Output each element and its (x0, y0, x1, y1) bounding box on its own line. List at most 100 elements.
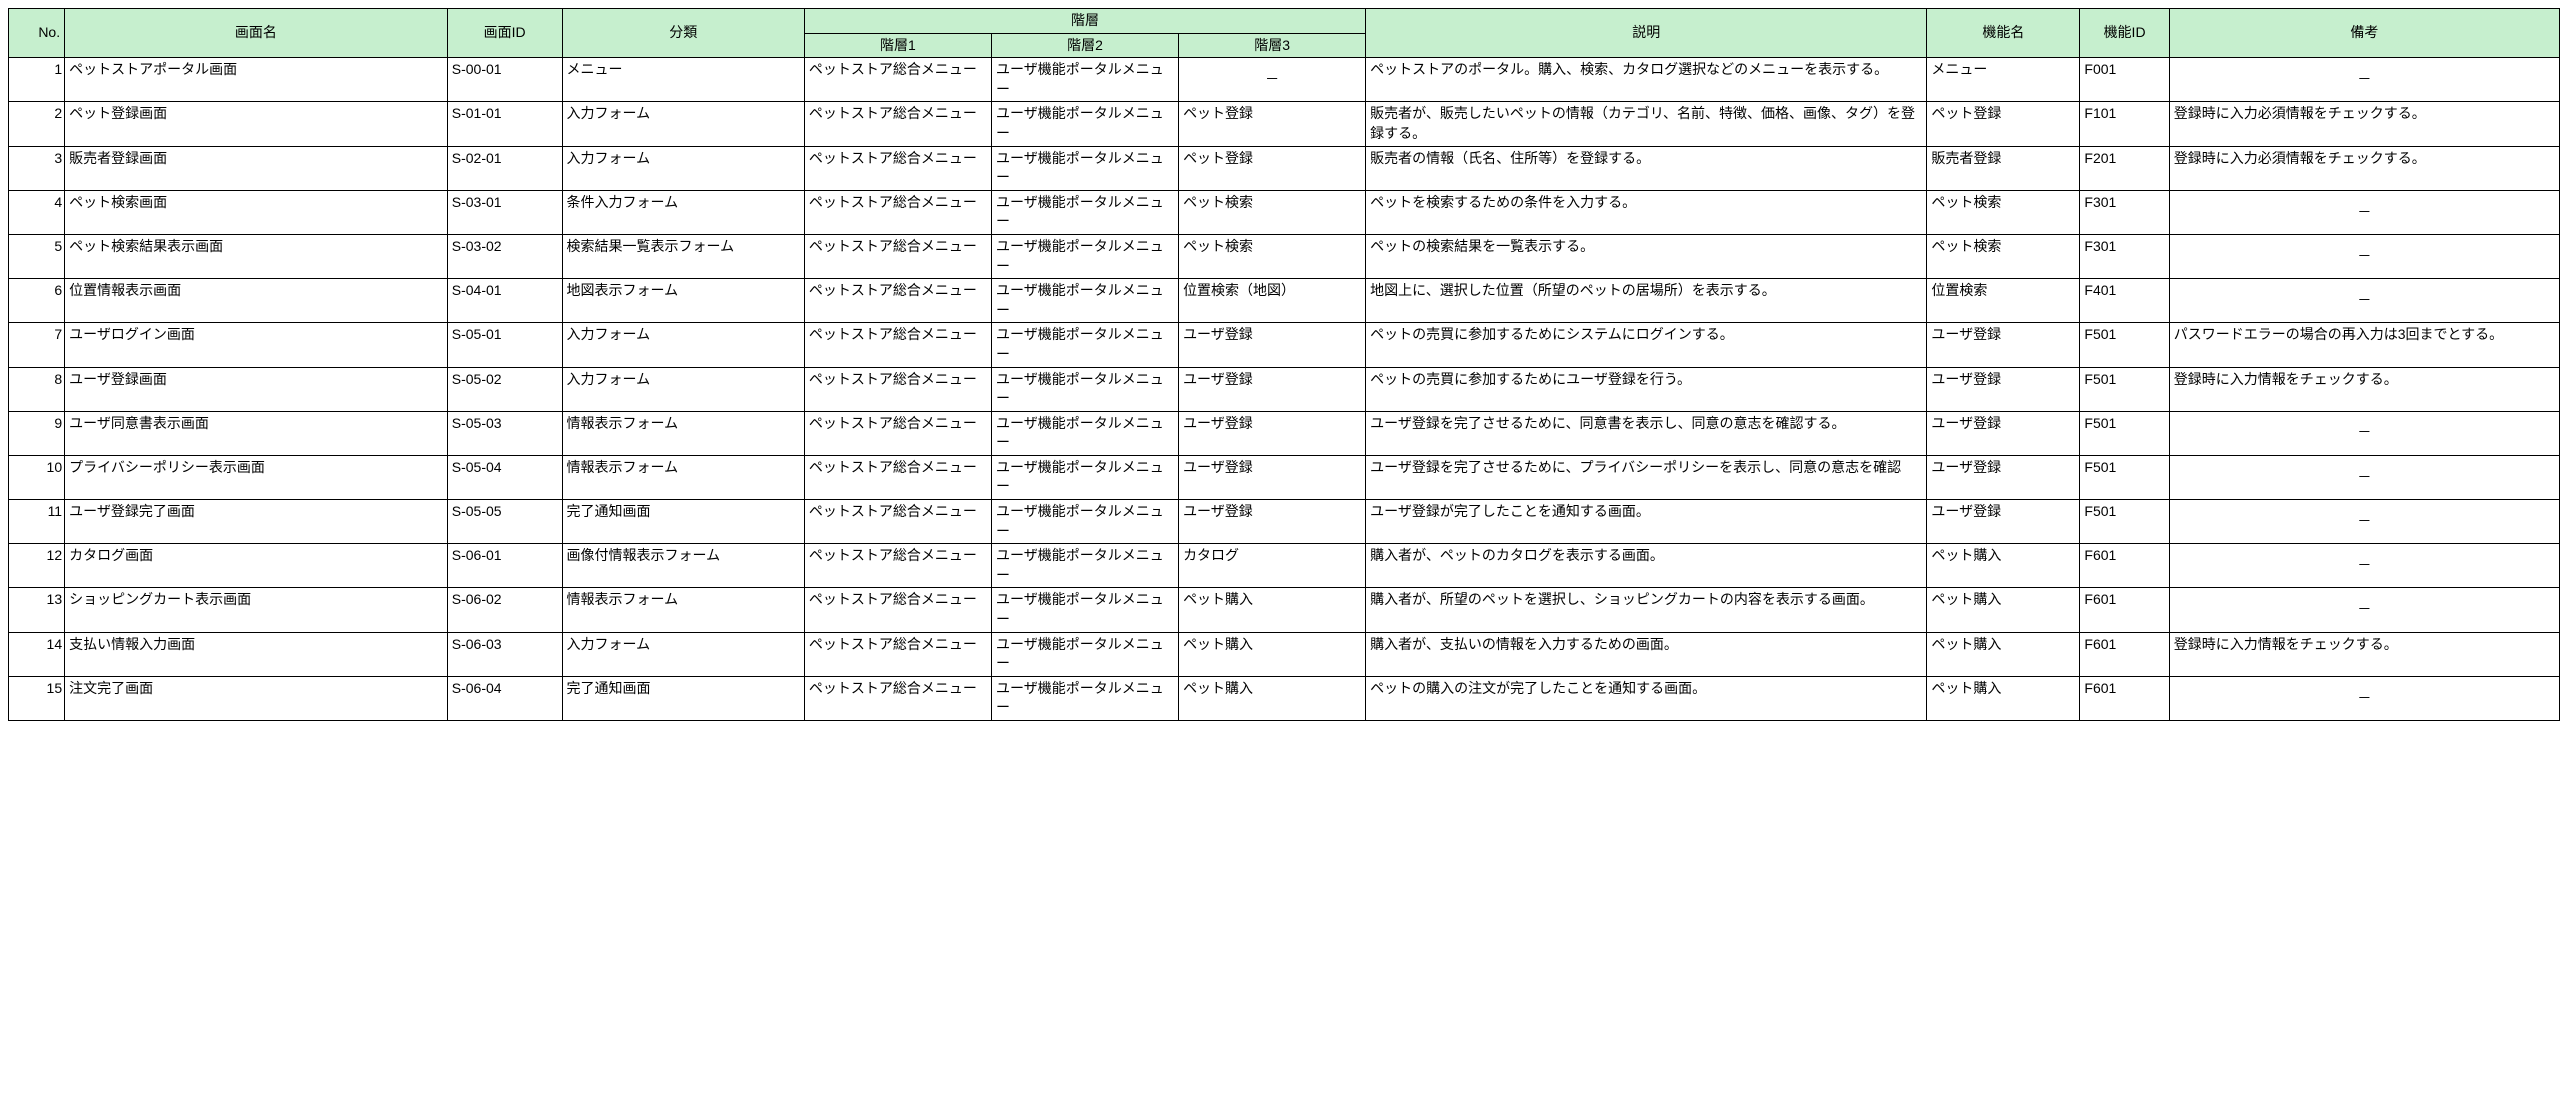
cell-no: 5 (9, 234, 65, 278)
cell-remarks: － (2169, 58, 2559, 102)
cell-description: ユーザ登録を完了させるために、プライバシーポリシーを表示し、同意の意志を確認 (1366, 455, 1927, 499)
cell-hierarchy3: カタログ (1179, 544, 1366, 588)
cell-no: 7 (9, 323, 65, 367)
cell-description: 購入者が、ペットのカタログを表示する画面。 (1366, 544, 1927, 588)
cell-remarks: 登録時に入力必須情報をチェックする。 (2169, 146, 2559, 190)
cell-screen-name: カタログ画面 (65, 544, 448, 588)
header-screen-id: 画面ID (447, 9, 562, 58)
cell-screen-id: S-01-01 (447, 102, 562, 146)
cell-screen-id: S-05-03 (447, 411, 562, 455)
cell-category: 地図表示フォーム (562, 279, 804, 323)
cell-screen-name: ショッピングカート表示画面 (65, 588, 448, 632)
cell-function-name: ユーザ登録 (1927, 455, 2080, 499)
cell-hierarchy3: ユーザ登録 (1179, 500, 1366, 544)
cell-no: 1 (9, 58, 65, 102)
cell-hierarchy1: ペットストア総合メニュー (804, 544, 991, 588)
cell-screen-id: S-06-01 (447, 544, 562, 588)
cell-function-id: F401 (2080, 279, 2169, 323)
cell-function-name: ユーザ登録 (1927, 367, 2080, 411)
cell-screen-id: S-05-02 (447, 367, 562, 411)
cell-category: 入力フォーム (562, 146, 804, 190)
cell-description: ペットの売買に参加するためにシステムにログインする。 (1366, 323, 1927, 367)
cell-hierarchy3: ペット検索 (1179, 190, 1366, 234)
cell-function-id: F501 (2080, 500, 2169, 544)
table-row: 11ユーザ登録完了画面S-05-05完了通知画面ペットストア総合メニューユーザ機… (9, 500, 2560, 544)
screen-list-table: No. 画面名 画面ID 分類 階層 説明 機能名 機能ID 備考 階層1 階層… (8, 8, 2560, 721)
cell-category: 完了通知画面 (562, 500, 804, 544)
header-hierarchy2: 階層2 (991, 33, 1178, 58)
cell-hierarchy2: ユーザ機能ポータルメニュー (991, 58, 1178, 102)
cell-screen-name: ユーザ登録完了画面 (65, 500, 448, 544)
cell-no: 15 (9, 676, 65, 720)
header-screen-name: 画面名 (65, 9, 448, 58)
table-row: 12カタログ画面S-06-01画像付情報表示フォームペットストア総合メニューユー… (9, 544, 2560, 588)
cell-hierarchy2: ユーザ機能ポータルメニュー (991, 500, 1178, 544)
cell-description: ペットの購入の注文が完了したことを通知する画面。 (1366, 676, 1927, 720)
cell-remarks: － (2169, 588, 2559, 632)
cell-function-name: ユーザ登録 (1927, 500, 2080, 544)
cell-function-name: ペット購入 (1927, 632, 2080, 676)
cell-hierarchy1: ペットストア総合メニュー (804, 632, 991, 676)
table-row: 3販売者登録画面S-02-01入力フォームペットストア総合メニューユーザ機能ポー… (9, 146, 2560, 190)
cell-remarks: － (2169, 500, 2559, 544)
cell-hierarchy2: ユーザ機能ポータルメニュー (991, 367, 1178, 411)
cell-remarks: － (2169, 190, 2559, 234)
cell-screen-name: ユーザ同意書表示画面 (65, 411, 448, 455)
table-row: 1ペットストアポータル画面S-00-01メニューペットストア総合メニューユーザ機… (9, 58, 2560, 102)
cell-category: 条件入力フォーム (562, 190, 804, 234)
cell-remarks: － (2169, 544, 2559, 588)
cell-no: 8 (9, 367, 65, 411)
cell-hierarchy2: ユーザ機能ポータルメニュー (991, 632, 1178, 676)
cell-no: 11 (9, 500, 65, 544)
cell-screen-name: プライバシーポリシー表示画面 (65, 455, 448, 499)
cell-description: ペットの検索結果を一覧表示する。 (1366, 234, 1927, 278)
cell-function-id: F101 (2080, 102, 2169, 146)
cell-category: 入力フォーム (562, 102, 804, 146)
cell-function-id: F001 (2080, 58, 2169, 102)
table-row: 8ユーザ登録画面S-05-02入力フォームペットストア総合メニューユーザ機能ポー… (9, 367, 2560, 411)
cell-screen-name: ユーザログイン画面 (65, 323, 448, 367)
cell-function-id: F501 (2080, 411, 2169, 455)
cell-hierarchy2: ユーザ機能ポータルメニュー (991, 588, 1178, 632)
cell-hierarchy2: ユーザ機能ポータルメニュー (991, 676, 1178, 720)
cell-screen-name: 注文完了画面 (65, 676, 448, 720)
cell-category: 完了通知画面 (562, 676, 804, 720)
cell-hierarchy3: ユーザ登録 (1179, 367, 1366, 411)
cell-screen-name: 販売者登録画面 (65, 146, 448, 190)
cell-hierarchy1: ペットストア総合メニュー (804, 500, 991, 544)
cell-hierarchy3: ユーザ登録 (1179, 455, 1366, 499)
table-row: 15注文完了画面S-06-04完了通知画面ペットストア総合メニューユーザ機能ポー… (9, 676, 2560, 720)
cell-function-name: ペット登録 (1927, 102, 2080, 146)
cell-function-id: F501 (2080, 367, 2169, 411)
cell-function-id: F601 (2080, 544, 2169, 588)
cell-hierarchy3: ペット購入 (1179, 632, 1366, 676)
cell-screen-id: S-06-04 (447, 676, 562, 720)
cell-category: 入力フォーム (562, 367, 804, 411)
cell-description: 販売者の情報（氏名、住所等）を登録する。 (1366, 146, 1927, 190)
cell-remarks: 登録時に入力情報をチェックする。 (2169, 632, 2559, 676)
cell-screen-name: ペットストアポータル画面 (65, 58, 448, 102)
cell-hierarchy2: ユーザ機能ポータルメニュー (991, 455, 1178, 499)
cell-category: 検索結果一覧表示フォーム (562, 234, 804, 278)
cell-hierarchy3: ユーザ登録 (1179, 323, 1366, 367)
cell-screen-name: 支払い情報入力画面 (65, 632, 448, 676)
cell-hierarchy1: ペットストア総合メニュー (804, 455, 991, 499)
cell-hierarchy1: ペットストア総合メニュー (804, 279, 991, 323)
cell-hierarchy3: 位置検索（地図） (1179, 279, 1366, 323)
cell-screen-id: S-06-03 (447, 632, 562, 676)
cell-no: 4 (9, 190, 65, 234)
cell-hierarchy2: ユーザ機能ポータルメニュー (991, 544, 1178, 588)
table-row: 2ペット登録画面S-01-01入力フォームペットストア総合メニューユーザ機能ポー… (9, 102, 2560, 146)
cell-hierarchy2: ユーザ機能ポータルメニュー (991, 190, 1178, 234)
cell-remarks: － (2169, 234, 2559, 278)
cell-function-name: ユーザ登録 (1927, 323, 2080, 367)
header-remarks: 備考 (2169, 9, 2559, 58)
cell-no: 10 (9, 455, 65, 499)
table-body: 1ペットストアポータル画面S-00-01メニューペットストア総合メニューユーザ機… (9, 58, 2560, 721)
cell-function-name: 販売者登録 (1927, 146, 2080, 190)
cell-function-id: F501 (2080, 323, 2169, 367)
cell-hierarchy2: ユーザ機能ポータルメニュー (991, 411, 1178, 455)
cell-remarks: 登録時に入力情報をチェックする。 (2169, 367, 2559, 411)
cell-function-name: 位置検索 (1927, 279, 2080, 323)
cell-hierarchy1: ペットストア総合メニュー (804, 146, 991, 190)
